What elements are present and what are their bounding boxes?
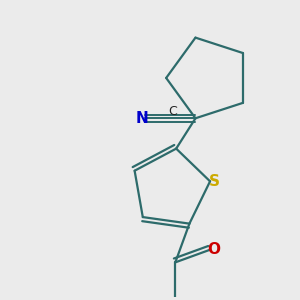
Text: C: C	[169, 105, 178, 118]
Text: O: O	[207, 242, 220, 257]
Text: S: S	[209, 174, 220, 189]
Text: N: N	[136, 111, 148, 126]
